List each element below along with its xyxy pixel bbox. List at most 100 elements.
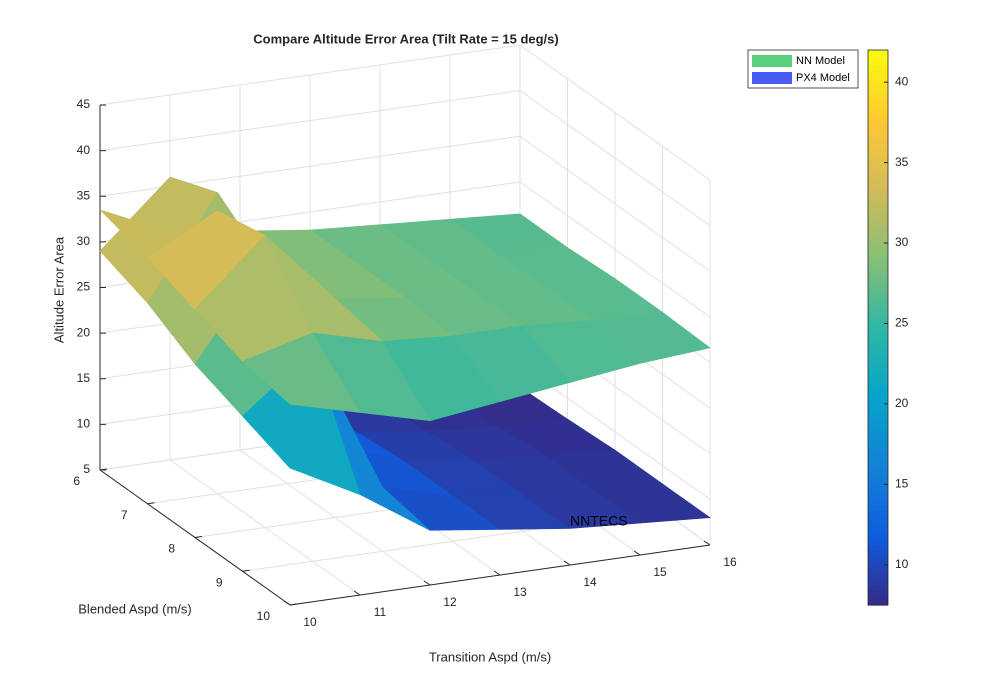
colorbar-slice — [868, 205, 888, 211]
colorbar-slice — [868, 600, 888, 606]
z-tick-label: 40 — [77, 143, 91, 157]
colorbar-slice — [868, 135, 888, 141]
colorbar-slice — [868, 180, 888, 186]
colorbar-slice — [868, 365, 888, 371]
colorbar-slice — [868, 80, 888, 86]
colorbar-slice — [868, 270, 888, 276]
axis-line — [99, 469, 291, 606]
colorbar-slice — [868, 485, 888, 491]
colorbar-slice — [868, 55, 888, 61]
colorbar-slice — [868, 360, 888, 366]
surface-patch — [241, 332, 361, 413]
colorbar-slice — [868, 590, 888, 596]
colorbar-slice — [868, 240, 888, 246]
x-tick-label: 14 — [583, 575, 597, 589]
z-tick-label: 5 — [83, 462, 90, 476]
colorbar-slice — [868, 120, 888, 126]
x-tick — [633, 550, 641, 556]
colorbar-slice — [868, 105, 888, 111]
colorbar-slice — [868, 310, 888, 316]
colorbar-slice — [868, 280, 888, 286]
colorbar-tick-label: 25 — [895, 316, 909, 330]
colorbar-slice — [868, 550, 888, 556]
colorbar-slice — [868, 260, 888, 266]
colorbar-slice — [868, 340, 888, 346]
x-tick — [423, 580, 431, 586]
colorbar-slice — [868, 535, 888, 541]
colorbar-slice — [868, 525, 888, 531]
colorbar-slice — [868, 215, 888, 221]
legend-swatch — [752, 55, 792, 67]
colorbar-slice — [868, 415, 888, 421]
colorbar-slice — [868, 390, 888, 396]
colorbar-tick-label: 35 — [895, 155, 909, 169]
x-axis-label: Transition Aspd (m/s) — [429, 649, 551, 664]
colorbar-slice — [868, 345, 888, 351]
colorbar-slice — [868, 210, 888, 216]
colorbar-slice — [868, 150, 888, 156]
colorbar-slice — [868, 140, 888, 146]
colorbar-slice — [868, 505, 888, 511]
colorbar-slice — [868, 495, 888, 501]
colorbar-slice — [868, 430, 888, 436]
colorbar-slice — [868, 490, 888, 496]
colorbar-slice — [868, 320, 888, 326]
y-tick — [147, 502, 155, 505]
colorbar-slice — [868, 190, 888, 196]
colorbar-slice — [868, 465, 888, 471]
colorbar-slice — [868, 405, 888, 411]
x-tick — [353, 590, 361, 596]
colorbar-slice — [868, 90, 888, 96]
x-tick-label: 15 — [653, 565, 667, 579]
colorbar-slice — [868, 370, 888, 376]
y-tick-label: 7 — [121, 508, 128, 522]
colorbar-slice — [868, 400, 888, 406]
colorbar-slice — [868, 335, 888, 341]
colorbar-tick-label: 40 — [895, 74, 909, 88]
colorbar-slice — [868, 265, 888, 271]
colorbar-slice — [868, 355, 888, 361]
y-tick — [242, 569, 250, 572]
colorbar-slice — [868, 350, 888, 356]
y-tick-label: 9 — [216, 575, 223, 589]
colorbar-slice — [868, 460, 888, 466]
colorbar-slice — [868, 175, 888, 181]
y-tick-label: 10 — [257, 609, 271, 623]
colorbar-slice — [868, 545, 888, 551]
y-tick-label: 8 — [168, 542, 175, 556]
colorbar-tick-label: 20 — [895, 396, 909, 410]
x-tick-label: 10 — [303, 615, 317, 629]
colorbar-slice — [868, 185, 888, 191]
colorbar-slice — [868, 130, 888, 136]
y-tick — [99, 468, 108, 471]
legend-label: PX4 Model — [796, 72, 850, 84]
colorbar-slice — [868, 575, 888, 581]
colorbar-slice — [868, 455, 888, 461]
colorbar-slice — [868, 410, 888, 416]
x-tick-label: 13 — [513, 585, 527, 599]
colorbar-slice — [868, 540, 888, 546]
colorbar-slice — [868, 595, 888, 601]
colorbar-slice — [868, 375, 888, 381]
colorbar-slice — [868, 75, 888, 81]
colorbar-slice — [868, 475, 888, 481]
colorbar-slice — [868, 85, 888, 91]
colorbar-slice — [868, 580, 888, 586]
colorbar-slice — [868, 295, 888, 301]
z-tick-label: 30 — [77, 234, 91, 248]
colorbar-slice — [868, 435, 888, 441]
x-tick — [563, 560, 571, 566]
colorbar-frame — [867, 49, 889, 606]
colorbar-tick-label: 15 — [895, 477, 909, 491]
colorbar-slice — [868, 125, 888, 131]
chart-title: Compare Altitude Error Area (Tilt Rate =… — [253, 31, 558, 46]
colorbar-slice — [868, 325, 888, 331]
colorbar-slice — [868, 420, 888, 426]
colorbar-slice — [868, 520, 888, 526]
colorbar-slice — [868, 110, 888, 116]
colorbar-slice — [868, 450, 888, 456]
colorbar-slice — [868, 395, 888, 401]
x-tick-label: 12 — [443, 595, 457, 609]
axis-line — [289, 544, 711, 606]
